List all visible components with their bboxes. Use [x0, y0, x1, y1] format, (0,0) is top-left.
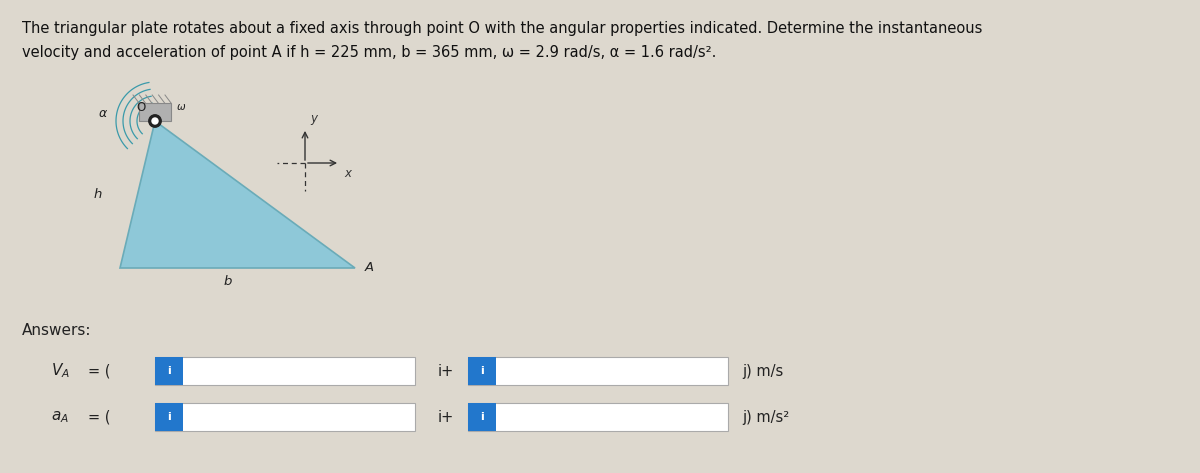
Text: j) m/s: j) m/s: [742, 363, 784, 378]
Text: i: i: [480, 366, 484, 376]
Text: $a_A$: $a_A$: [52, 409, 68, 425]
Text: $\alpha$: $\alpha$: [98, 106, 108, 120]
Text: = (: = (: [88, 410, 110, 424]
Bar: [468, 357, 496, 385]
Text: i: i: [480, 412, 484, 422]
Bar: [468, 403, 496, 431]
Polygon shape: [120, 121, 355, 268]
Bar: [139, 103, 172, 121]
Text: velocity and acceleration of point A if h = 225 mm, b = 365 mm, ω = 2.9 rad/s, α: velocity and acceleration of point A if …: [22, 45, 716, 60]
Circle shape: [152, 118, 158, 124]
Bar: [155, 403, 182, 431]
Text: i: i: [167, 412, 170, 422]
Text: j) m/s²: j) m/s²: [742, 410, 790, 424]
Bar: [468, 403, 728, 431]
Text: b: b: [223, 274, 232, 288]
Text: Answers:: Answers:: [22, 323, 91, 338]
Text: y: y: [310, 112, 317, 125]
Text: $V_A$: $V_A$: [50, 362, 70, 380]
Text: = (: = (: [88, 363, 110, 378]
Text: A: A: [365, 261, 374, 273]
Bar: [155, 403, 415, 431]
Bar: [155, 357, 182, 385]
Bar: [468, 357, 728, 385]
Text: x: x: [344, 167, 352, 180]
Text: $\omega$: $\omega$: [176, 102, 186, 112]
Circle shape: [149, 115, 161, 127]
Text: i+: i+: [438, 410, 454, 424]
Text: h: h: [94, 188, 102, 201]
Text: O: O: [137, 100, 145, 114]
Text: i: i: [167, 366, 170, 376]
Text: The triangular plate rotates about a fixed axis through point O with the angular: The triangular plate rotates about a fix…: [22, 21, 983, 36]
Text: i+: i+: [438, 363, 454, 378]
Bar: [155, 357, 415, 385]
